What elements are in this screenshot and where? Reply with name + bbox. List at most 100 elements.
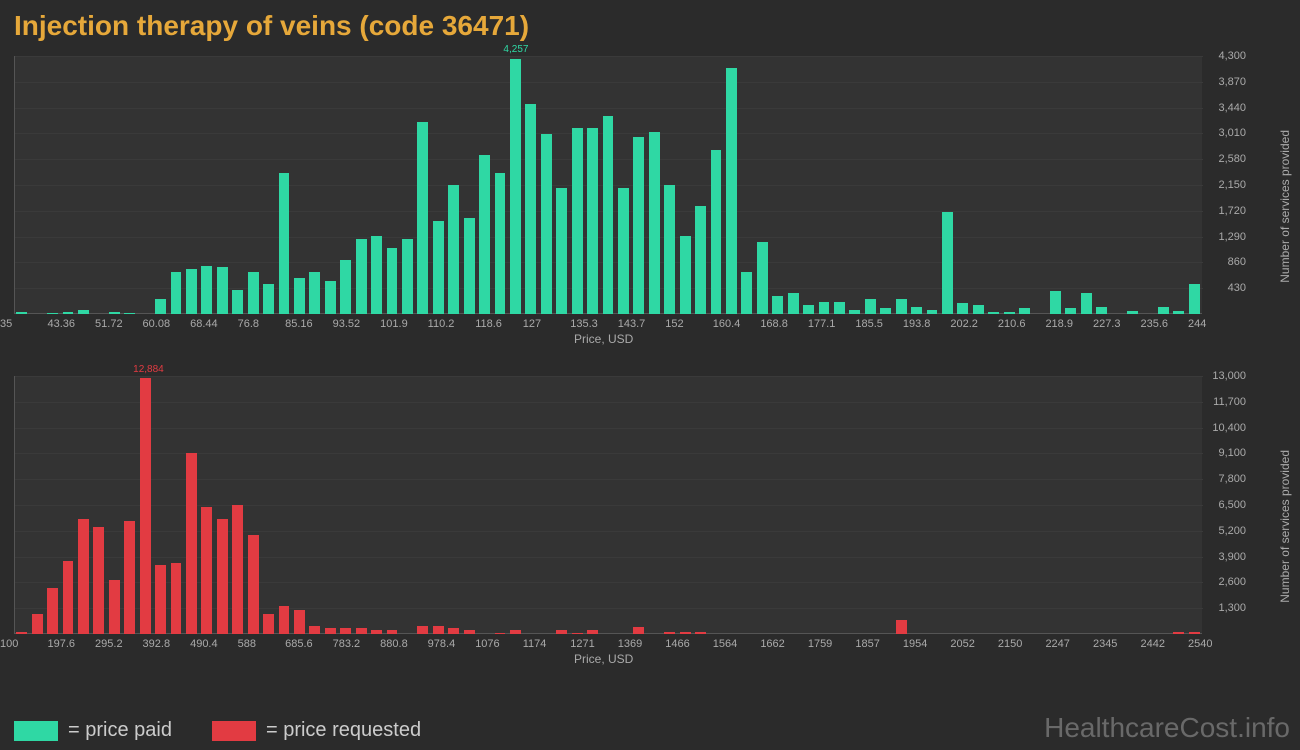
ytick-label: 3,870: [1206, 76, 1246, 88]
bar: [1096, 307, 1107, 314]
bar: [248, 535, 259, 634]
bar: [819, 302, 830, 314]
bar: [664, 632, 675, 634]
bar: [16, 632, 27, 634]
bar: [325, 281, 336, 314]
legend-label-paid: = price paid: [68, 719, 172, 742]
bar: [911, 307, 922, 314]
xtick-label: 1174: [523, 638, 547, 650]
xtick-label: 110.2: [428, 318, 455, 330]
xtick-label: 880.8: [380, 638, 408, 650]
bar: [572, 633, 583, 634]
xtick-label: 295.2: [95, 638, 123, 650]
bar: [325, 628, 336, 634]
bar: [371, 236, 382, 314]
bar: [387, 248, 398, 314]
bar: [279, 606, 290, 634]
bar: [603, 116, 614, 314]
ytick-label: 860: [1206, 256, 1246, 268]
bar: [988, 312, 999, 314]
watermark: HealthcareCost.info: [1044, 712, 1290, 744]
xtick-label: 1857: [855, 638, 879, 650]
xtick-label: 685.6: [285, 638, 313, 650]
xtick-label: 588: [238, 638, 256, 650]
bar: [556, 188, 567, 314]
xtick-label: 1271: [570, 638, 594, 650]
bar: [371, 630, 382, 634]
ytick-label: 1,300: [1206, 602, 1246, 614]
legend: = price paid = price requested: [14, 719, 421, 742]
xtick-label: 35: [0, 318, 12, 330]
bar: [618, 188, 629, 314]
bar: [880, 308, 891, 314]
bar: [896, 620, 907, 634]
bar: [695, 632, 706, 634]
bar: [896, 299, 907, 314]
bar: [572, 128, 583, 314]
bar: [232, 505, 243, 634]
xtick-label: 490.4: [190, 638, 218, 650]
xtick-label: 1564: [713, 638, 737, 650]
xtick-label: 177.1: [808, 318, 836, 330]
ytick-label: 3,010: [1206, 127, 1246, 139]
xtick-label: 235.6: [1140, 318, 1168, 330]
bar: [263, 284, 274, 314]
bar: [1158, 307, 1169, 314]
ytick-label: 2,150: [1206, 179, 1246, 191]
xtick-label: 2540: [1188, 638, 1212, 650]
bar: [186, 453, 197, 634]
bar: [633, 627, 644, 634]
bar: [16, 312, 27, 314]
xtick-label: 160.4: [713, 318, 741, 330]
bar: [356, 628, 367, 634]
xtick-label: 783.2: [333, 638, 361, 650]
bar: [711, 150, 722, 314]
bar: [93, 527, 104, 634]
bar: [356, 239, 367, 314]
ytick-label: 3,900: [1206, 551, 1246, 563]
page-title: Injection therapy of veins (code 36471): [14, 10, 529, 42]
xaxis-label-2: Price, USD: [574, 652, 633, 666]
ytick-label: 13,000: [1206, 370, 1246, 382]
bar: [834, 302, 845, 314]
ytick-label: 1,720: [1206, 205, 1246, 217]
bar: [664, 185, 675, 314]
bar: [433, 626, 444, 634]
xtick-label: 197.6: [48, 638, 76, 650]
bar: [1065, 308, 1076, 314]
bar: [788, 293, 799, 314]
xtick-label: 244: [1188, 318, 1206, 330]
bar: [78, 519, 89, 634]
bar: [757, 242, 768, 314]
ytick-label: 9,100: [1206, 447, 1246, 459]
bar: [1189, 632, 1200, 634]
page-root: Injection therapy of veins (code 36471) …: [0, 0, 1300, 750]
bar: [1050, 291, 1061, 314]
bar: [279, 173, 290, 314]
bar: [541, 134, 552, 314]
bar: [140, 378, 151, 634]
xaxis-label-1: Price, USD: [574, 332, 633, 346]
bar: [78, 310, 89, 314]
bar: [309, 626, 320, 634]
bar: [587, 128, 598, 314]
bar: [448, 185, 459, 314]
peak-label-1: 4,257: [503, 44, 528, 55]
ytick-label: 7,800: [1206, 473, 1246, 485]
legend-swatch-paid: [14, 721, 58, 741]
bars-2: [14, 376, 1202, 634]
xtick-label: 218.9: [1045, 318, 1073, 330]
bar: [1189, 284, 1200, 314]
bars-1: [14, 56, 1202, 314]
bar: [32, 614, 43, 634]
bar: [865, 299, 876, 314]
xtick-label: 1662: [760, 638, 784, 650]
bar: [510, 59, 521, 314]
legend-label-requested: = price requested: [266, 719, 421, 742]
xtick-label: 210.6: [998, 318, 1026, 330]
bar: [973, 305, 984, 314]
bar: [263, 614, 274, 634]
chart-price-requested: 100197.6295.2392.8490.4588685.6783.2880.…: [14, 376, 1234, 666]
bar: [741, 272, 752, 314]
bar: [387, 630, 398, 634]
